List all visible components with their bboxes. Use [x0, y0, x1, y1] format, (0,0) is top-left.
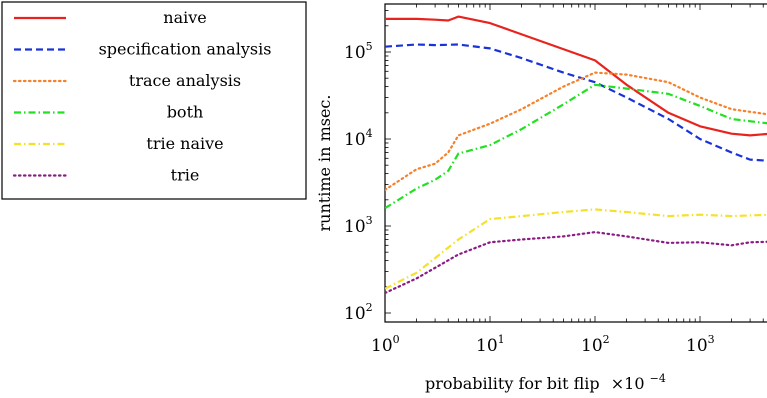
legend-entries: naive specification analysis trace analysi… — [12, 8, 272, 185]
x-axis-factor-exp: −4 — [650, 372, 666, 385]
legend-label: trie — [171, 166, 200, 185]
y-tick-base: 10 — [344, 304, 366, 324]
x-axis-label-text: probability for bit flip — [425, 374, 600, 393]
series-line-3 — [385, 83, 767, 210]
y-tick-label: 103 — [344, 214, 373, 237]
series-group — [385, 15, 767, 295]
x-tick-exp: 0 — [393, 333, 400, 346]
y-tick-exp: 4 — [366, 127, 373, 140]
legend-label: trace analysis — [129, 71, 241, 90]
x-axis-label: probability for bit flip ×10 −4 — [425, 372, 666, 393]
x-tick-exp: 3 — [708, 333, 715, 346]
y-axis-label: runtime in msec. — [315, 95, 334, 232]
legend-label: naive — [163, 8, 206, 27]
series-line-2 — [385, 71, 767, 191]
y-tick-label: 105 — [344, 40, 373, 63]
x-tick-base: 10 — [371, 336, 393, 356]
plot-frame — [384, 3, 767, 323]
y-tick-base: 10 — [344, 217, 366, 237]
x-tick-label: 101 — [476, 333, 505, 356]
y-tick-exp: 3 — [366, 214, 373, 227]
series-line-0 — [385, 15, 767, 137]
y-tick-base: 10 — [344, 43, 366, 63]
x-tick-base: 10 — [581, 336, 603, 356]
legend-label: trie naive — [146, 134, 223, 153]
legend-box — [1, 1, 307, 200]
series-line-1 — [385, 43, 767, 162]
x-tick-base: 10 — [476, 336, 498, 356]
legend-label: specification analysis — [99, 40, 272, 59]
x-tick-exp: 1 — [498, 333, 505, 346]
y-tick-exp: 5 — [366, 40, 373, 53]
y-tick-label: 104 — [344, 127, 373, 150]
x-tick-label: 100 — [371, 333, 400, 356]
series-line-5 — [385, 231, 767, 295]
y-tick-exp: 2 — [366, 301, 373, 314]
legend-label: both — [167, 103, 204, 122]
y-tick-label: 102 — [344, 301, 373, 324]
series-line-4 — [385, 208, 767, 290]
x-tick-label: 103 — [686, 333, 715, 356]
legend: naive specification analysis trace analysi… — [1, 1, 307, 200]
x-tick-exp: 2 — [603, 333, 610, 346]
axis-ticks — [384, 4, 764, 322]
x-axis-factor-base: ×10 — [611, 374, 645, 393]
x-tick-label: 102 — [581, 333, 610, 356]
x-tick-base: 10 — [686, 336, 708, 356]
y-tick-base: 10 — [344, 130, 366, 150]
